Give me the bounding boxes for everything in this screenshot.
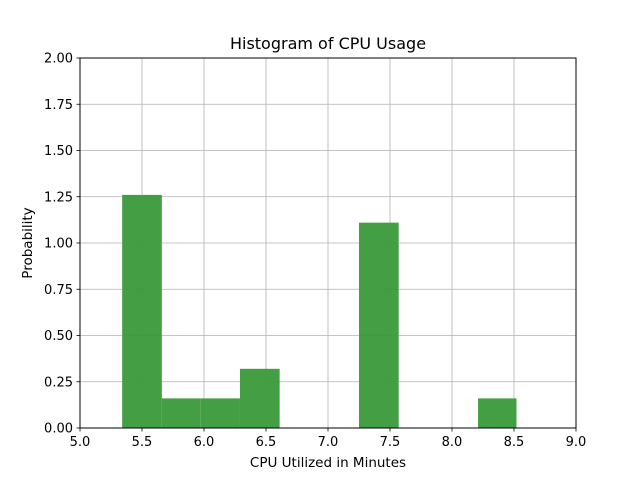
histogram-bars	[122, 194, 517, 428]
histogram-bar	[161, 398, 201, 428]
x-tick-label: 8.0	[442, 435, 463, 450]
x-tick-label: 5.5	[132, 435, 153, 450]
y-tick-label: 0.25	[44, 375, 73, 390]
x-tick-label: 9.0	[566, 435, 587, 450]
x-tick-label: 6.0	[194, 435, 215, 450]
y-tick-label: 1.50	[44, 144, 73, 159]
x-tick-label: 8.5	[504, 435, 525, 450]
y-axis-ticks: 0.00 0.25 0.50 0.75 1.00 1.25 1.50 1.75 2.00	[44, 52, 80, 437]
histogram-bar	[478, 398, 517, 428]
histogram-bar	[122, 194, 162, 428]
x-axis-label: CPU Utilized in Minutes	[250, 455, 406, 471]
y-tick-label: 0.00	[44, 422, 73, 437]
histogram-bar	[239, 368, 280, 428]
y-tick-label: 1.25	[44, 190, 73, 205]
y-axis-label: Probability	[20, 207, 36, 278]
x-tick-label: 6.5	[256, 435, 277, 450]
y-tick-label: 0.75	[44, 283, 73, 298]
x-tick-label: 7.0	[318, 435, 339, 450]
y-tick-label: 1.00	[44, 237, 73, 252]
x-axis-ticks: 5.0 5.5 6.0 6.5 7.0 7.5 8.0 8.5 9.0	[70, 428, 587, 450]
chart-title: Histogram of CPU Usage	[230, 34, 426, 53]
histogram-bar	[200, 398, 240, 428]
histogram-bar	[359, 222, 399, 428]
grid-lines	[79, 57, 577, 429]
y-tick-label: 0.50	[44, 329, 73, 344]
x-tick-label: 5.0	[70, 435, 91, 450]
x-tick-label: 7.5	[380, 435, 401, 450]
y-tick-label: 1.75	[44, 98, 73, 113]
y-tick-label: 2.00	[44, 52, 73, 67]
